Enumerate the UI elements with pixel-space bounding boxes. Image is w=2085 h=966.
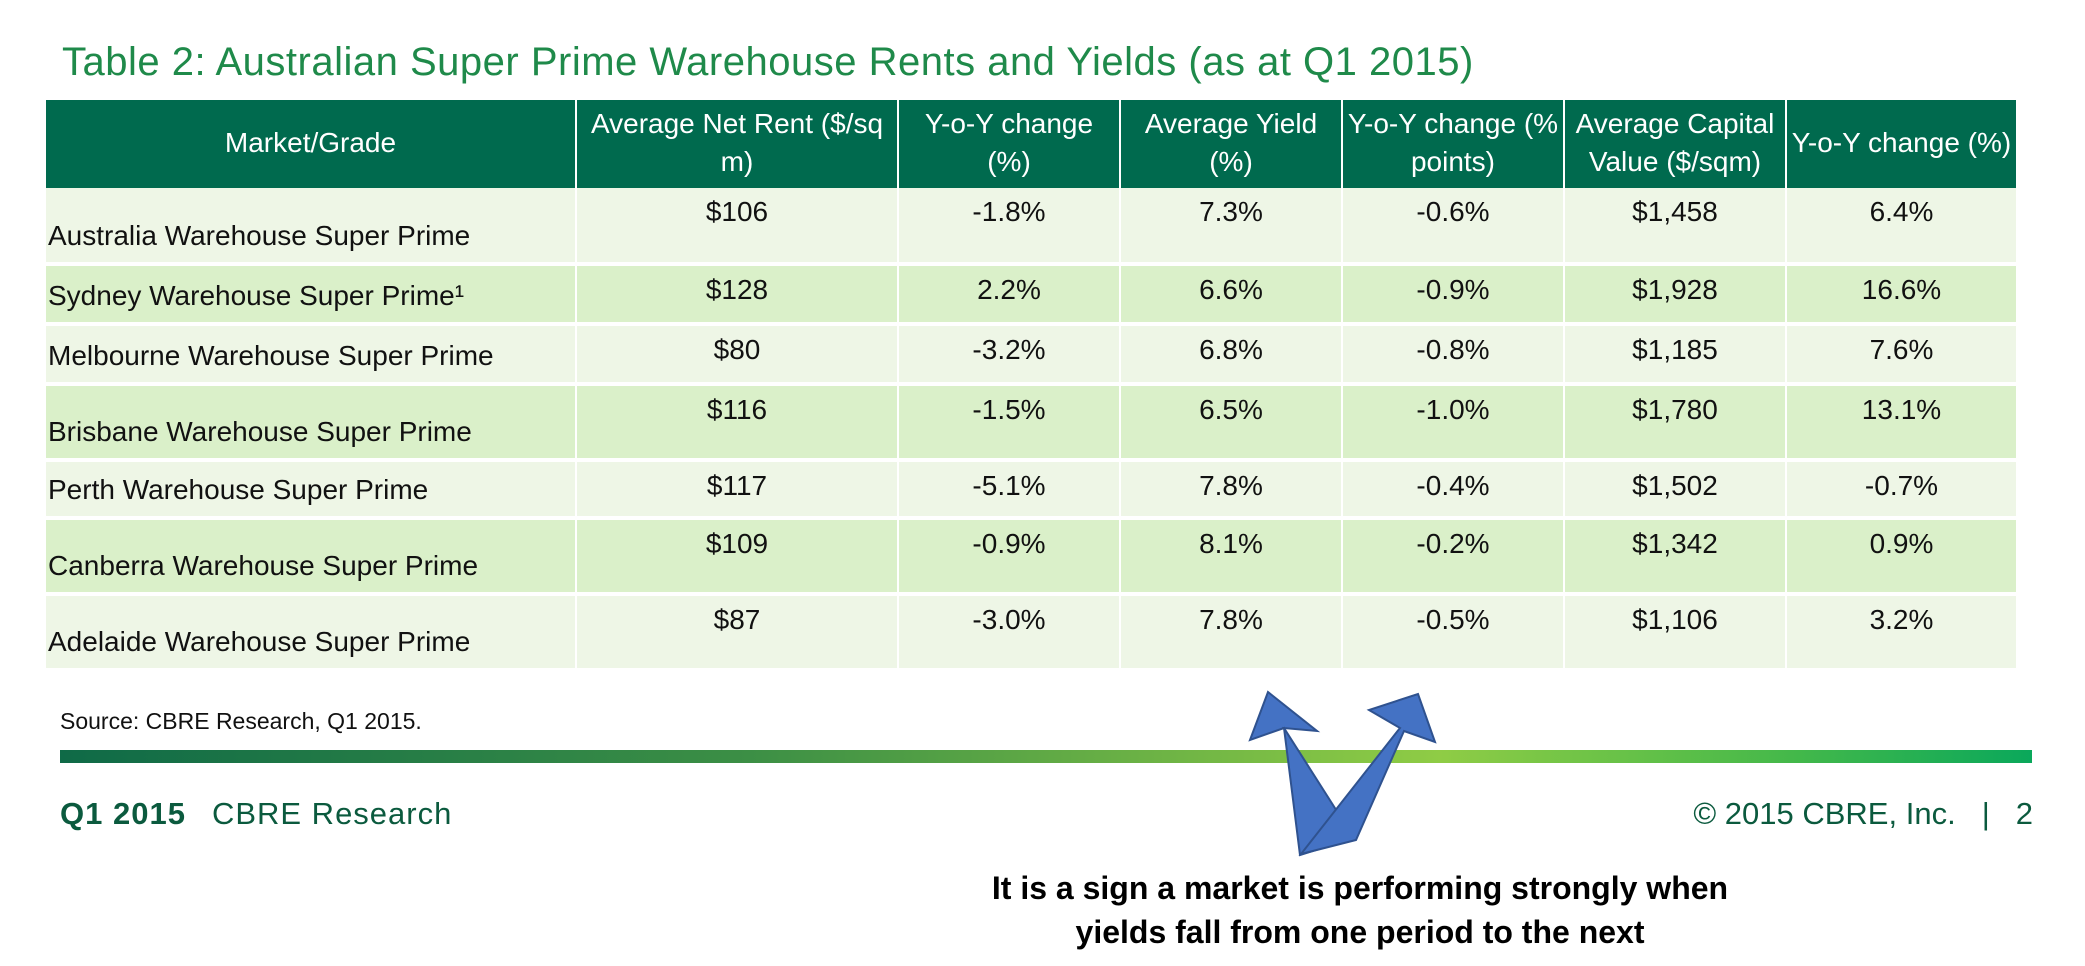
col-header-yield: Average Yield (%) <box>1120 100 1343 188</box>
footer-left: Q1 2015 CBRE Research <box>60 796 452 832</box>
cell-capital-value: $1,928 <box>1564 264 1787 326</box>
cell-yield: 8.1% <box>1120 518 1343 596</box>
cell-capital-change: 7.6% <box>1786 324 2016 386</box>
cell-capital-value: $1,342 <box>1564 518 1787 596</box>
table-row: Perth Warehouse Super Prime $117 -5.1% 7… <box>46 460 2016 520</box>
cell-yield-change: -1.0% <box>1342 384 1565 462</box>
table-header-row: Market/Grade Average Net Rent ($/sq m) Y… <box>46 100 2016 188</box>
cell-net-rent: $87 <box>576 594 899 672</box>
cell-rent-change: 2.2% <box>898 264 1121 326</box>
cell-net-rent: $116 <box>576 384 899 462</box>
page-number: 2 <box>2015 796 2033 831</box>
cell-yield: 6.8% <box>1120 324 1343 386</box>
footer-separator: | <box>1981 796 1990 831</box>
col-header-yield-change: Y-o-Y change (% points) <box>1342 100 1565 188</box>
col-header-market: Market/Grade <box>46 100 577 188</box>
cell-rent-change: -3.2% <box>898 324 1121 386</box>
table-row: Adelaide Warehouse Super Prime $87 -3.0%… <box>46 594 2016 672</box>
cell-yield-change: -0.6% <box>1342 188 1565 266</box>
cell-rent-change: -1.5% <box>898 384 1121 462</box>
footer-right: © 2015 CBRE, Inc. | 2 <box>1693 796 2033 832</box>
cell-net-rent: $109 <box>576 518 899 596</box>
cell-capital-value: $1,106 <box>1564 594 1787 672</box>
cell-rent-change: -1.8% <box>898 188 1121 266</box>
col-header-capital-change: Y-o-Y change (%) <box>1786 100 2016 188</box>
cell-yield: 7.8% <box>1120 460 1343 520</box>
col-header-net-rent: Average Net Rent ($/sq m) <box>576 100 899 188</box>
footer-period: Q1 2015 <box>60 796 186 831</box>
cell-capital-change: 3.2% <box>1786 594 2016 672</box>
footer-brand: CBRE Research <box>211 796 453 831</box>
cell-capital-value: $1,185 <box>1564 324 1787 386</box>
cell-yield-change: -0.2% <box>1342 518 1565 596</box>
cell-market: Australia Warehouse Super Prime <box>46 188 577 266</box>
cell-rent-change: -5.1% <box>898 460 1121 520</box>
table-row: Australia Warehouse Super Prime $106 -1.… <box>46 188 2016 266</box>
cell-market: Perth Warehouse Super Prime <box>46 460 577 520</box>
table-row: Sydney Warehouse Super Prime¹ $128 2.2% … <box>46 264 2016 326</box>
cell-capital-change: 16.6% <box>1786 264 2016 326</box>
cell-rent-change: -0.9% <box>898 518 1121 596</box>
cell-yield-change: -0.4% <box>1342 460 1565 520</box>
cell-net-rent: $128 <box>576 264 899 326</box>
cell-market: Canberra Warehouse Super Prime <box>46 518 577 596</box>
cell-yield-change: -0.5% <box>1342 594 1565 672</box>
cell-capital-change: 13.1% <box>1786 384 2016 462</box>
cell-market: Adelaide Warehouse Super Prime <box>46 594 577 672</box>
cell-net-rent: $106 <box>576 188 899 266</box>
left-arrow-shape <box>1248 690 1356 857</box>
table-row: Melbourne Warehouse Super Prime $80 -3.2… <box>46 324 2016 386</box>
source-note: Source: CBRE Research, Q1 2015. <box>60 708 422 734</box>
cell-yield-change: -0.8% <box>1342 324 1565 386</box>
cell-yield-change: -0.9% <box>1342 264 1565 326</box>
cell-capital-change: 0.9% <box>1786 518 2016 596</box>
callout-line-1: It is a sign a market is performing stro… <box>991 870 1729 906</box>
rents-yields-table: Market/Grade Average Net Rent ($/sq m) Y… <box>46 100 2016 672</box>
cell-market: Melbourne Warehouse Super Prime <box>46 324 577 386</box>
cell-rent-change: -3.0% <box>898 594 1121 672</box>
cell-capital-value: $1,780 <box>1564 384 1787 462</box>
callout-line-2: yields fall from one period to the next <box>1075 914 1645 950</box>
footer-gradient-bar <box>60 750 2032 763</box>
cell-yield: 7.8% <box>1120 594 1343 672</box>
table-row: Brisbane Warehouse Super Prime $116 -1.5… <box>46 384 2016 462</box>
cell-capital-value: $1,502 <box>1564 460 1787 520</box>
callout-text: It is a sign a market is performing stro… <box>940 866 1780 954</box>
right-arrow-shape <box>1298 692 1437 856</box>
cell-capital-value: $1,458 <box>1564 188 1787 266</box>
col-header-rent-change: Y-o-Y change (%) <box>898 100 1121 188</box>
cell-capital-change: 6.4% <box>1786 188 2016 266</box>
table-row: Canberra Warehouse Super Prime $109 -0.9… <box>46 518 2016 596</box>
cell-capital-change: -0.7% <box>1786 460 2016 520</box>
cell-yield: 7.3% <box>1120 188 1343 266</box>
cell-yield: 6.6% <box>1120 264 1343 326</box>
cell-net-rent: $117 <box>576 460 899 520</box>
col-header-capital-value: Average Capital Value ($/sqm) <box>1564 100 1787 188</box>
cell-market: Sydney Warehouse Super Prime¹ <box>46 264 577 326</box>
footer-copyright: © 2015 CBRE, Inc. <box>1693 796 1956 831</box>
cell-yield: 6.5% <box>1120 384 1343 462</box>
cell-net-rent: $80 <box>576 324 899 386</box>
table-title: Table 2: Australian Super Prime Warehous… <box>62 40 1474 84</box>
cell-market: Brisbane Warehouse Super Prime <box>46 384 577 462</box>
